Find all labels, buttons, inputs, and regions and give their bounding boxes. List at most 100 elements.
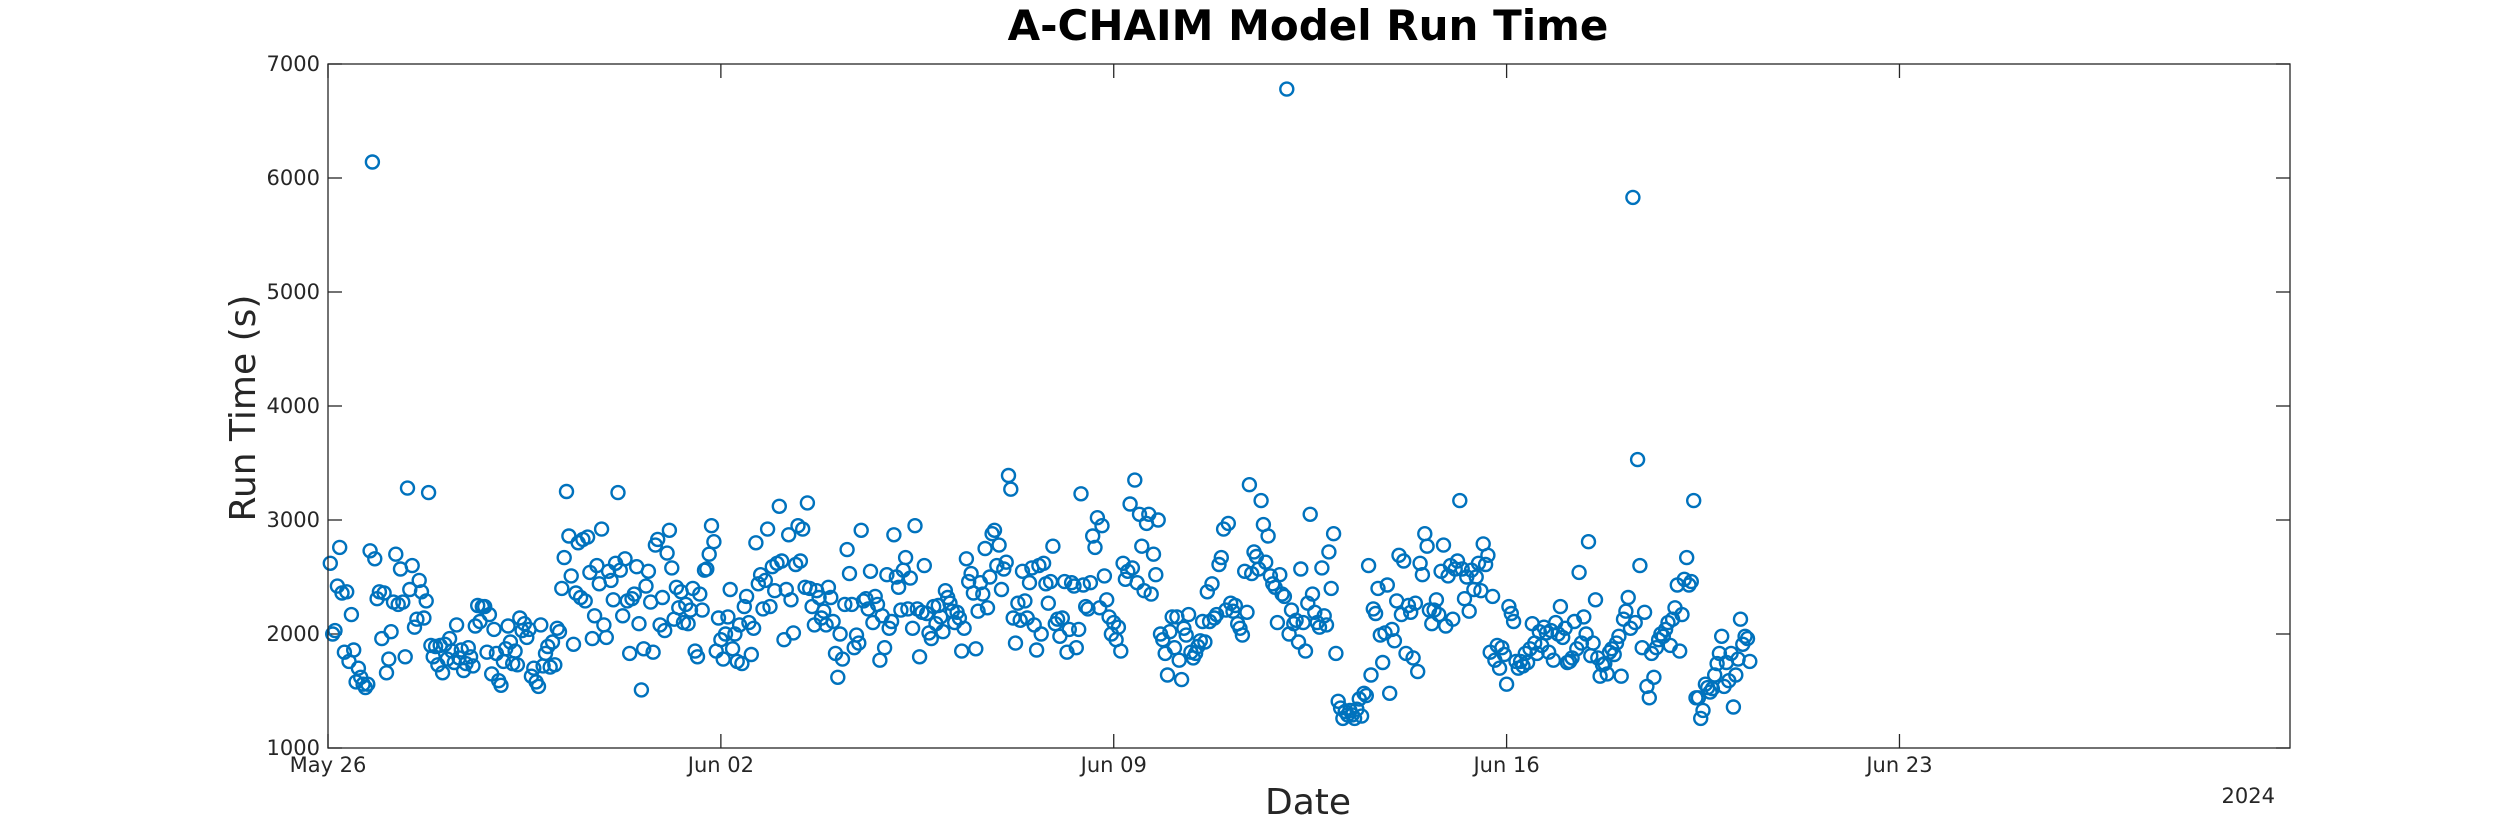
- data-point: [902, 570, 918, 586]
- data-point: [1143, 586, 1159, 602]
- data-point: [1620, 589, 1636, 606]
- data-point: [767, 583, 783, 599]
- data-point: [434, 665, 451, 681]
- data-point: [1517, 645, 1534, 662]
- data-point: [837, 596, 853, 613]
- data-point: [717, 626, 734, 642]
- data-point: [935, 624, 951, 640]
- data-point: [1066, 578, 1082, 594]
- data-point: [1269, 614, 1286, 631]
- data-point: [1145, 546, 1162, 562]
- data-point: [1491, 660, 1508, 676]
- data-point: [933, 609, 949, 625]
- data-point: [364, 154, 381, 170]
- data-point: [956, 620, 972, 636]
- data-point: [1171, 652, 1187, 668]
- data-point: [1435, 537, 1452, 553]
- data-point: [467, 618, 483, 634]
- data-point: [830, 669, 846, 685]
- data-point: [1580, 534, 1597, 550]
- data-point: [1227, 597, 1244, 614]
- data-point: [1318, 617, 1335, 633]
- y-tick-label: 6000: [267, 166, 320, 190]
- x-tick-label: Jun 09: [1079, 753, 1147, 777]
- data-point: [1199, 584, 1216, 600]
- data-point: [1059, 644, 1075, 660]
- data-point: [1477, 556, 1494, 573]
- data-point: [1367, 605, 1384, 622]
- data-point: [537, 645, 554, 662]
- data-point: [900, 601, 916, 617]
- data-point: [530, 678, 547, 695]
- data-point: [745, 620, 762, 636]
- data-point: [883, 613, 900, 630]
- data-point: [1713, 628, 1730, 644]
- data-point: [867, 588, 883, 605]
- data-point: [755, 601, 771, 617]
- data-point: [425, 649, 441, 665]
- data-point: [399, 480, 416, 496]
- data-point: [1545, 652, 1562, 668]
- data-point: [322, 555, 338, 571]
- plot-background: [328, 64, 2290, 748]
- chart-title: A-CHAIM Model Run Time: [1008, 1, 1609, 50]
- data-point: [346, 642, 362, 658]
- data-point: [762, 598, 778, 615]
- data-point: [1297, 643, 1314, 659]
- data-point: [1164, 609, 1180, 625]
- data-point: [1187, 645, 1204, 662]
- data-point: [636, 641, 652, 657]
- data-point: [1003, 481, 1019, 497]
- data-point: [1014, 563, 1031, 579]
- data-point: [1110, 619, 1127, 635]
- data-point: [682, 602, 699, 618]
- data-point: [1260, 528, 1276, 544]
- data-point: [1657, 621, 1674, 638]
- data-point: [1381, 685, 1398, 701]
- data-point: [694, 602, 710, 618]
- data-point: [736, 598, 752, 615]
- data-point: [1503, 605, 1520, 622]
- data-point: [1274, 586, 1290, 602]
- data-point: [659, 545, 675, 561]
- data-point: [1136, 583, 1152, 599]
- plot-frame: [327, 63, 2291, 749]
- data-point: [848, 627, 865, 643]
- y-tick-label: 5000: [267, 280, 320, 304]
- data-point: [1709, 655, 1725, 672]
- data-point: [1449, 553, 1466, 569]
- data-point: [1599, 666, 1615, 682]
- data-point: [1636, 604, 1653, 620]
- data-point: [839, 541, 855, 558]
- data-point: [1742, 653, 1758, 670]
- data-point: [1017, 593, 1033, 609]
- data-point: [1094, 518, 1110, 534]
- data-point: [1045, 538, 1061, 554]
- data-point: [1540, 644, 1557, 660]
- data-point: [1473, 583, 1489, 599]
- y-tick-label: 1000: [267, 736, 320, 760]
- data-point: [771, 498, 787, 514]
- data-point: [650, 531, 666, 548]
- data-point: [1728, 667, 1744, 683]
- data-point: [1428, 592, 1445, 608]
- x-tick-label: Jun 16: [1471, 753, 1539, 777]
- data-point: [1257, 554, 1274, 570]
- data-point: [409, 611, 425, 627]
- data-point: [897, 549, 914, 566]
- data-point: [968, 641, 984, 657]
- data-point: [834, 651, 851, 667]
- data-point: [1480, 547, 1496, 563]
- data-point: [699, 561, 715, 577]
- data-point: [911, 649, 928, 665]
- data-point: [1632, 557, 1648, 574]
- data-point: [1445, 611, 1461, 627]
- data-point: [360, 676, 376, 692]
- data-point: [774, 553, 790, 569]
- data-point: [993, 581, 1010, 598]
- data-point: [1068, 640, 1085, 656]
- data-point: [1505, 613, 1522, 630]
- data-point: [1653, 626, 1669, 642]
- data-points: [322, 81, 1758, 727]
